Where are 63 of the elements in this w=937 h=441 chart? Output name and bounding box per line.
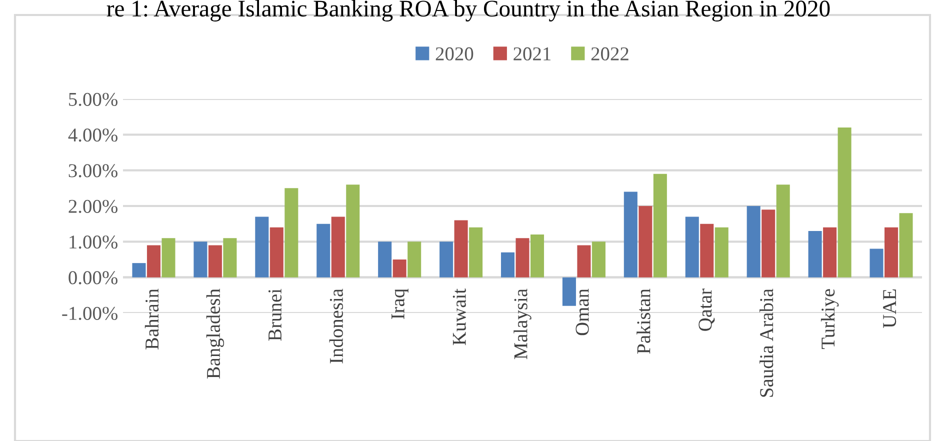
bar [331, 216, 345, 278]
bar [592, 242, 606, 278]
bar [316, 224, 330, 278]
bar [223, 238, 237, 278]
x-tick-label: UAE [883, 289, 896, 328]
x-tick-label: Kuwait [452, 288, 466, 346]
legend-label: 2020 [436, 47, 474, 60]
bar [346, 184, 360, 278]
x-tick-label: Bahrain [144, 288, 159, 350]
bar [255, 216, 269, 278]
bar [378, 242, 392, 278]
bar [870, 248, 884, 278]
chart-title: re 1: Average Islamic Banking ROA by Country in the Asian Region in 2020 [106, 0, 830, 22]
bar [884, 227, 898, 278]
x-tick-label: Brunei [268, 288, 282, 341]
bar [823, 227, 837, 278]
x-tick-label: Iraq [392, 288, 408, 320]
bar [162, 238, 176, 278]
bar [776, 184, 790, 278]
x-tick-label: Indonesia [329, 288, 343, 364]
x-tick-label: Bangladesh [206, 288, 224, 379]
bar [762, 210, 776, 278]
bar [530, 234, 544, 278]
bar [500, 252, 515, 278]
bar [469, 227, 483, 278]
y-tick-label: 2.00% [68, 200, 118, 214]
x-tick-label: Malaysia [514, 288, 532, 360]
y-tick-label: 1.00% [70, 235, 118, 249]
bar [132, 263, 146, 278]
bar [270, 227, 284, 278]
bar [700, 224, 714, 278]
bar [808, 230, 822, 278]
bar [838, 128, 852, 278]
x-tick-label: Oman [576, 288, 589, 336]
bar [577, 245, 591, 278]
bar [746, 206, 760, 278]
y-tick-label: 5.00% [69, 92, 118, 106]
x-tick-label: Turkiye [820, 289, 839, 349]
bar [440, 242, 454, 278]
bar [685, 216, 699, 278]
bar [454, 220, 468, 278]
bar [194, 242, 208, 278]
y-tick-label: 3.00% [68, 164, 118, 178]
bar [638, 206, 652, 278]
x-tick-label: Saudia Arabia [760, 288, 774, 397]
legend-label: 2022 [591, 47, 628, 60]
bar [624, 192, 638, 278]
y-tick-label: -1.00% [62, 306, 118, 320]
bar [653, 174, 667, 278]
bar [899, 213, 913, 278]
x-tick-label: Qatar [698, 288, 715, 331]
y-tick-label: 4.00% [68, 128, 118, 142]
bar [146, 245, 160, 278]
bar [408, 242, 422, 278]
legend-label: 2021 [514, 47, 550, 60]
bar [562, 277, 576, 306]
bar [392, 260, 406, 278]
bar [714, 227, 728, 278]
y-tick-label: 0.00% [68, 271, 118, 284]
bar [516, 238, 530, 278]
bar [284, 188, 298, 278]
x-tick-label: Pakistan [636, 288, 650, 354]
bar [208, 245, 222, 278]
